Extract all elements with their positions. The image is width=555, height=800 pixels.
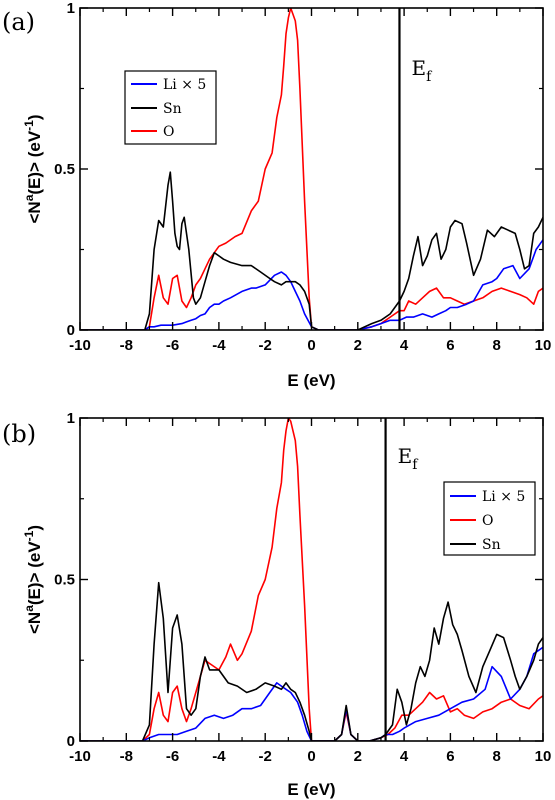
y-tick-label: 0 xyxy=(67,322,75,339)
x-tick-label: -8 xyxy=(120,748,133,765)
y-tick-label: 1 xyxy=(67,0,75,17)
x-tick-label: -6 xyxy=(166,337,179,354)
x-tick-label: 0 xyxy=(307,748,315,765)
panel-label: (b) xyxy=(2,420,36,448)
x-tick-label: -4 xyxy=(212,337,226,354)
x-tick-label: 6 xyxy=(446,337,454,354)
legend: Li × 5 O Sn xyxy=(443,481,536,556)
x-axis-label: E (eV) xyxy=(287,780,335,799)
x-tick-label: -8 xyxy=(120,337,133,354)
legend-label-sn: Sn xyxy=(163,101,182,117)
y-tick-label: 1 xyxy=(67,410,75,427)
series-lines xyxy=(80,8,543,330)
legend-label-li: Li × 5 xyxy=(163,77,206,93)
plot-frame xyxy=(79,7,544,331)
x-tick-label: 4 xyxy=(400,337,409,354)
series-line-sn xyxy=(80,171,543,330)
series-line-o xyxy=(80,8,543,330)
series-line-li xyxy=(80,646,543,741)
y-axis-label: <Na(E)> (eV-1) xyxy=(22,525,44,634)
legend-label-sn: Sn xyxy=(482,537,501,553)
plot-frame xyxy=(79,417,544,742)
x-tick-label: 2 xyxy=(354,337,362,354)
y-tick-label: 0.5 xyxy=(54,572,75,589)
panel-a: (a) Ef -10 -8 -6 -4 -2 0 2 4 6 8 10 0 0.5 1 E (eV) <Na(E)… xyxy=(2,0,551,390)
x-tick-label: -10 xyxy=(69,748,91,765)
x-tick-label: 0 xyxy=(307,337,315,354)
series-lines xyxy=(80,418,543,741)
legend-label-o: O xyxy=(163,124,174,140)
x-tick-label: 10 xyxy=(535,748,552,765)
x-tick-label: -6 xyxy=(166,748,179,765)
series-line-li xyxy=(80,239,543,330)
fermi-level-label: Ef xyxy=(398,444,420,473)
legend-box xyxy=(443,481,536,556)
x-tick-label: -2 xyxy=(259,748,272,765)
y-tick-label: 0 xyxy=(67,733,75,750)
y-axis-label: <Na(E)> (eV-1) xyxy=(22,114,44,223)
x-axis-label: E (eV) xyxy=(287,371,335,390)
series-line-sn xyxy=(80,581,543,741)
fermi-level-label: Ef xyxy=(411,56,433,85)
x-tick-label: 6 xyxy=(446,748,454,765)
legend-label-o: O xyxy=(482,513,493,529)
x-tick-label: 8 xyxy=(493,748,501,765)
x-tick-label: 4 xyxy=(400,748,409,765)
series-line-o xyxy=(80,418,543,741)
x-tick-label: -2 xyxy=(259,337,272,354)
x-tick-label: 10 xyxy=(535,337,552,354)
x-tick-label: -4 xyxy=(212,748,226,765)
panel-b: (b) Ef -10 -8 -6 -4 -2 0 2 4 6 8 10 0 0.5 1 E (eV) <Na(E)… xyxy=(2,410,551,799)
x-tick-label: 8 xyxy=(493,337,501,354)
legend: Li × 5 Sn O xyxy=(124,70,217,145)
x-tick-label: -10 xyxy=(69,337,91,354)
x-tick-label: 2 xyxy=(354,748,362,765)
legend-label-li: Li × 5 xyxy=(482,489,525,505)
panel-label: (a) xyxy=(2,8,35,36)
y-tick-label: 0.5 xyxy=(54,161,75,178)
